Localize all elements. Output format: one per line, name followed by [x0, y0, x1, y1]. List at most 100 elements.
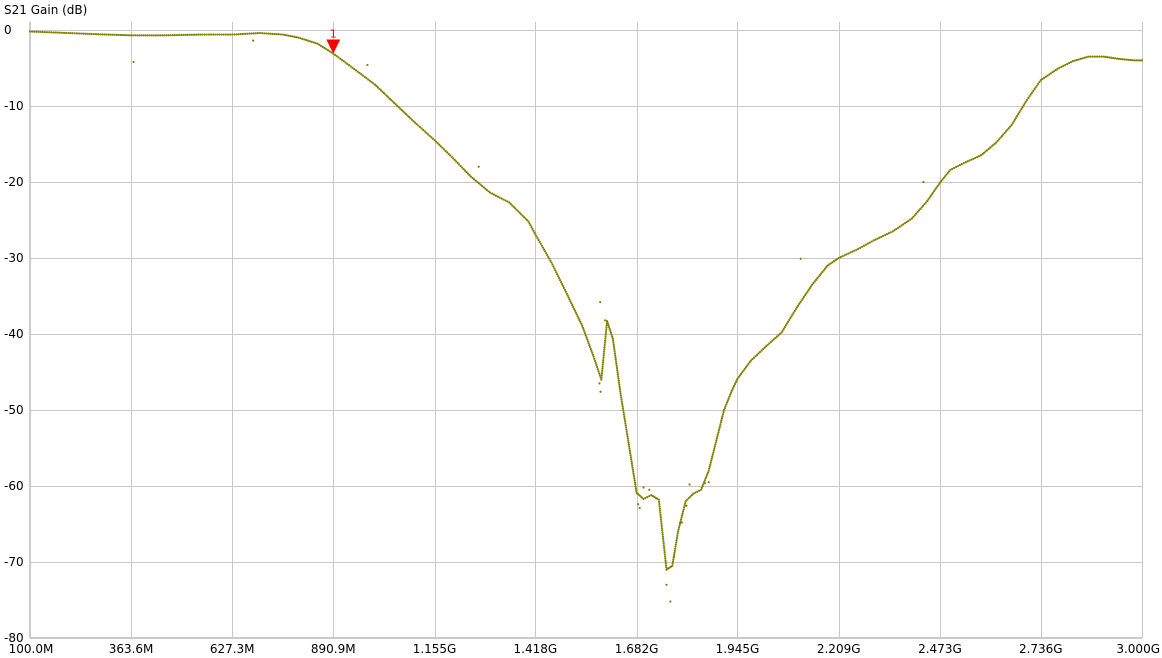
data-point — [700, 486, 703, 489]
data-point — [581, 326, 584, 329]
data-point — [734, 381, 737, 384]
data-point — [740, 372, 743, 375]
data-point — [312, 41, 315, 44]
data-point — [330, 51, 333, 54]
data-point — [982, 151, 986, 154]
data-point — [801, 297, 804, 300]
data-point — [683, 504, 686, 507]
data-point — [676, 532, 679, 535]
data-point — [758, 350, 762, 354]
data-point — [195, 33, 198, 36]
data-point — [931, 191, 935, 194]
y-tick-label: -40 — [4, 327, 24, 341]
data-point — [716, 435, 719, 438]
data-point — [1127, 58, 1130, 61]
data-point — [109, 33, 112, 36]
data-point — [709, 461, 712, 464]
data-point — [905, 220, 908, 224]
data-point — [804, 294, 807, 297]
data-point — [575, 313, 578, 316]
data-point — [956, 164, 960, 168]
data-point — [559, 278, 562, 282]
data-point — [410, 118, 414, 121]
data-point — [1046, 74, 1049, 77]
data-point — [62, 31, 66, 34]
data-point — [583, 332, 587, 335]
data-point — [1121, 58, 1124, 61]
data-point — [71, 32, 74, 35]
data-point — [1000, 135, 1003, 138]
data-point — [1102, 55, 1105, 58]
data-point — [277, 33, 280, 36]
data-point — [682, 508, 685, 511]
data-point — [726, 401, 729, 404]
data-point — [718, 427, 721, 430]
data-point — [893, 229, 896, 232]
data-point — [552, 265, 555, 268]
data-point — [722, 408, 726, 412]
data-point — [1104, 55, 1107, 58]
data-point — [56, 31, 59, 34]
y-tick-label: -20 — [4, 175, 24, 189]
data-point — [498, 196, 501, 199]
data-point — [746, 364, 749, 367]
data-point — [663, 548, 666, 552]
y-tick-label: -50 — [4, 403, 24, 417]
data-point — [342, 60, 345, 63]
data-point — [146, 34, 149, 37]
data-point — [402, 110, 405, 113]
data-point — [992, 143, 995, 147]
data-point — [709, 463, 712, 466]
marker-triangle — [326, 39, 341, 54]
data-point — [84, 32, 87, 35]
data-point — [299, 37, 302, 40]
data-point — [751, 358, 754, 361]
data-point — [246, 32, 249, 35]
data-point — [736, 377, 739, 380]
chart-grid — [29, 22, 1143, 639]
data-point — [426, 133, 430, 136]
data-point — [344, 61, 347, 64]
data-point — [766, 343, 769, 346]
data-point — [441, 146, 444, 149]
data-point — [586, 340, 590, 343]
data-point — [180, 33, 183, 37]
data-point — [43, 31, 47, 34]
data-point — [1135, 59, 1138, 62]
data-point — [706, 473, 709, 476]
data-point — [412, 120, 415, 123]
data-point — [1039, 79, 1042, 82]
data-point — [525, 218, 529, 222]
data-point — [674, 545, 677, 548]
data-point — [707, 481, 710, 484]
data-point — [930, 193, 933, 196]
data-point — [604, 339, 607, 342]
data-point — [50, 31, 53, 34]
data-point — [48, 31, 51, 34]
data-point — [527, 220, 530, 223]
data-point — [694, 491, 697, 494]
data-point — [598, 372, 601, 375]
data-point — [360, 73, 363, 76]
data-point — [150, 34, 153, 37]
data-point — [711, 453, 714, 456]
data-point — [972, 157, 975, 160]
data-point — [415, 123, 418, 126]
data-point — [335, 55, 338, 58]
data-point — [407, 115, 411, 119]
data-point — [328, 50, 331, 53]
data-point — [75, 32, 78, 35]
data-point — [613, 352, 617, 355]
data-point — [271, 32, 274, 35]
data-point — [365, 77, 368, 80]
data-point — [616, 371, 619, 374]
data-point — [632, 470, 635, 473]
data-point — [591, 353, 595, 356]
data-point — [622, 409, 625, 412]
data-point — [720, 417, 724, 420]
data-point — [944, 175, 947, 178]
data-point — [787, 320, 790, 323]
data-point — [175, 33, 179, 37]
data-point — [453, 158, 456, 162]
data-point — [347, 64, 351, 67]
